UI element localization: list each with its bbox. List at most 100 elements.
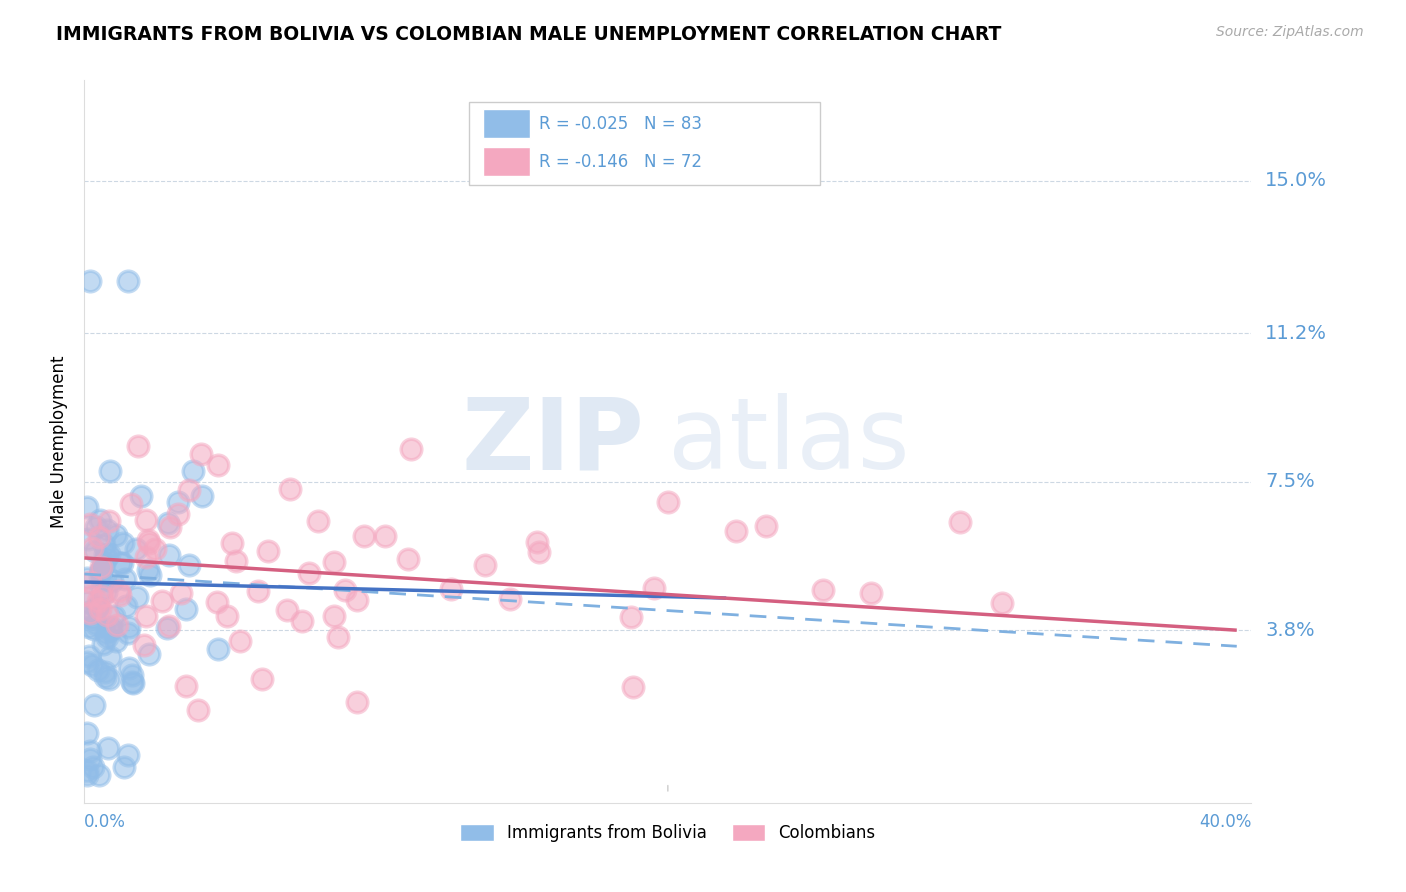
Point: [84, 616, 107, 631]
Point: [96, 524, 118, 538]
Point: [120, 497, 142, 511]
Point: [159, 519, 181, 533]
Point: [76, 764, 98, 778]
Point: [90, 589, 112, 603]
Point: [322, 555, 344, 569]
Point: [499, 591, 522, 606]
Point: [76, 656, 98, 670]
Point: [86, 599, 108, 614]
Point: [91, 637, 114, 651]
Point: [124, 542, 146, 557]
Point: [118, 661, 141, 675]
Point: [79, 744, 101, 758]
Point: [225, 554, 247, 568]
Point: [621, 680, 644, 694]
Point: [157, 619, 180, 633]
Point: [276, 602, 298, 616]
Point: [105, 618, 128, 632]
Point: [79, 575, 101, 590]
Point: [76, 532, 98, 546]
Point: [298, 566, 321, 581]
Point: [84, 543, 107, 558]
Text: 3.8%: 3.8%: [1265, 621, 1315, 640]
Point: [115, 599, 138, 613]
Point: [150, 594, 173, 608]
Point: [79, 620, 101, 634]
Point: [101, 574, 124, 588]
Point: [135, 513, 157, 527]
Point: [657, 494, 679, 508]
Point: [93, 539, 115, 553]
Point: [83, 698, 105, 712]
Point: [108, 556, 131, 570]
Point: [207, 458, 229, 472]
Point: [94, 547, 117, 561]
Point: [135, 609, 157, 624]
Point: [96, 607, 118, 622]
Point: [181, 465, 204, 479]
Point: [374, 529, 396, 543]
Point: [98, 650, 121, 665]
Point: [87, 530, 110, 544]
Point: [94, 665, 117, 680]
Point: [76, 594, 98, 608]
Point: [190, 446, 212, 460]
Point: [76, 500, 98, 514]
Point: [89, 569, 111, 583]
Point: [90, 559, 112, 574]
Point: [322, 608, 344, 623]
Point: [724, 524, 747, 539]
Point: [98, 464, 121, 478]
Point: [94, 626, 117, 640]
Point: [326, 631, 349, 645]
Text: 7.5%: 7.5%: [1265, 472, 1315, 491]
Point: [82, 541, 104, 556]
Point: [82, 658, 104, 673]
Point: [97, 672, 120, 686]
Point: [396, 552, 419, 566]
Point: [207, 642, 229, 657]
Point: [79, 607, 101, 621]
Text: 15.0%: 15.0%: [1265, 171, 1327, 190]
Point: [205, 595, 228, 609]
Point: [333, 583, 356, 598]
Point: [93, 670, 115, 684]
Point: [117, 626, 139, 640]
Point: [122, 676, 145, 690]
Point: [107, 583, 129, 598]
FancyBboxPatch shape: [470, 102, 820, 185]
Text: 40.0%: 40.0%: [1199, 814, 1251, 831]
Point: [401, 442, 423, 456]
Point: [138, 647, 160, 661]
Point: [96, 550, 118, 565]
Point: [177, 483, 200, 497]
Point: [100, 620, 122, 634]
Point: [136, 533, 159, 547]
Text: Source: ZipAtlas.com: Source: ZipAtlas.com: [1216, 25, 1364, 39]
Point: [121, 667, 143, 681]
Point: [179, 558, 201, 572]
Point: [79, 751, 101, 765]
Point: [991, 596, 1014, 610]
Point: [131, 489, 153, 503]
Point: [80, 604, 103, 618]
Point: [156, 621, 179, 635]
Point: [82, 611, 104, 625]
Point: [84, 520, 107, 534]
Point: [86, 663, 108, 677]
Text: IMMIGRANTS FROM BOLIVIA VS COLOMBIAN MALE UNEMPLOYMENT CORRELATION CHART: IMMIGRANTS FROM BOLIVIA VS COLOMBIAN MAL…: [56, 25, 1001, 44]
Point: [217, 609, 239, 624]
Point: [526, 535, 548, 549]
Point: [105, 634, 128, 648]
Point: [76, 726, 98, 740]
Point: [440, 582, 463, 596]
Text: R = -0.025   N = 83: R = -0.025 N = 83: [540, 115, 703, 133]
Point: [91, 573, 114, 587]
Point: [118, 620, 141, 634]
Point: [94, 584, 117, 599]
Point: [139, 568, 162, 582]
Point: [257, 544, 280, 558]
Point: [117, 274, 139, 288]
Point: [97, 740, 120, 755]
Point: [82, 760, 104, 774]
